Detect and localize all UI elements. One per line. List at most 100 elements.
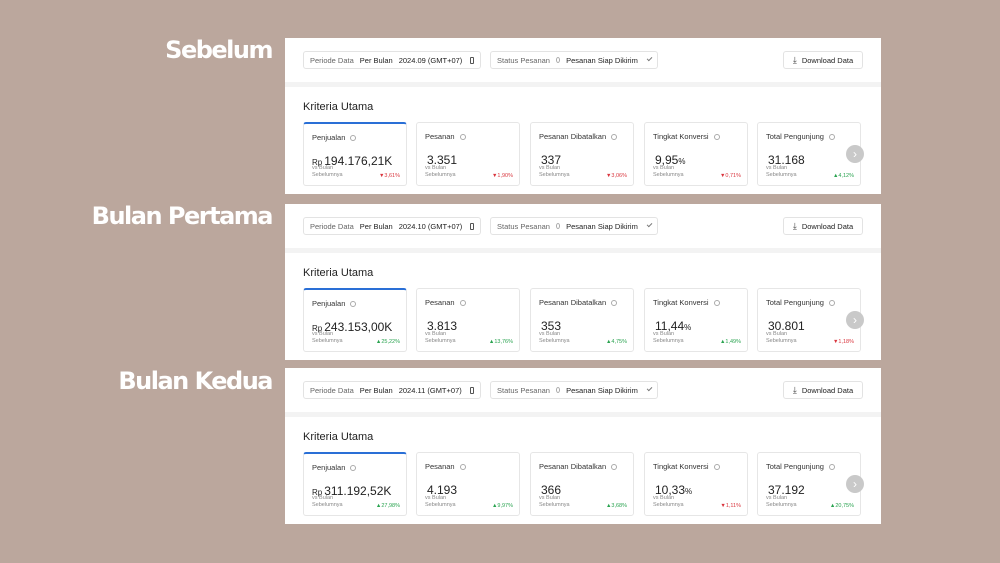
chevron-right-icon: › [853, 147, 857, 161]
next-arrow-button[interactable]: › [846, 311, 864, 329]
arrow-down-icon: ▼ [720, 503, 726, 509]
metric-value: 4.193 [427, 483, 458, 497]
chevron-right-icon: › [853, 477, 857, 491]
metric-value: 11,44 [655, 319, 685, 333]
arrow-down-icon: ▼ [832, 339, 839, 345]
period-filter[interactable]: Periode Data Per Bulan 2024.09 (GMT+07) [303, 51, 481, 69]
comparison-label: vs Bulan Sebelumnya [539, 165, 570, 178]
metric-card[interactable]: Penjualan Rp 311.192,52K vs Bulan Sebelum… [303, 452, 407, 516]
metric-card[interactable]: Pesanan 3.351 vs Bulan Sebelumnya ▼1,90% [416, 122, 520, 186]
filter-bar: Periode Data Per Bulan 2024.11 (GMT+07) … [285, 368, 881, 410]
metric-card[interactable]: Total Pengunjung 30.801 vs Bulan Sebelum… [757, 288, 861, 352]
help-icon [828, 463, 835, 470]
period-value: 2024.11 (GMT+07) [398, 385, 462, 395]
metric-value: 366 [541, 483, 562, 497]
metric-name: Penjualan [312, 133, 346, 142]
status-filter[interactable]: Status Pesanan Pesanan Siap Dikirim [490, 51, 658, 69]
period-filter[interactable]: Periode Data Per Bulan 2024.10 (GMT+07) [303, 217, 481, 235]
help-icon [611, 463, 618, 470]
metric-value: 30.801 [768, 319, 805, 333]
next-arrow-button[interactable]: › [846, 475, 864, 493]
next-arrow-button[interactable]: › [846, 145, 864, 163]
metric-name: Pesanan Dibatalkan [539, 462, 607, 471]
change-badge: ▼0,71% [720, 173, 741, 179]
metric-value: 10,33 [655, 483, 686, 497]
period-type: Per Bulan [359, 55, 393, 65]
metric-card[interactable]: Tingkat Konversi 9,95% vs Bulan Sebelumn… [644, 122, 748, 186]
help-icon [350, 134, 357, 141]
currency-prefix: Rp [312, 324, 323, 333]
section-title: Kriteria Utama [303, 101, 374, 113]
status-label: Status Pesanan [497, 221, 550, 231]
change-badge: ▲13,76% [489, 339, 513, 345]
metric-card[interactable]: Total Pengunjung 37.192 vs Bulan Sebelum… [757, 452, 861, 516]
download-button[interactable]: ⤓ Download Data [783, 217, 863, 235]
download-label: Download Data [801, 221, 854, 231]
section-title: Kriteria Utama [303, 267, 374, 279]
metric-value-row: Rp 311.192,52K [312, 484, 391, 498]
download-button[interactable]: ⤓ Download Data [783, 381, 863, 399]
metric-value-row: 337 [539, 153, 561, 167]
metric-name-row: Pesanan Dibatalkan [539, 298, 618, 307]
comparison-label: vs Bulan Sebelumnya [539, 331, 570, 344]
metric-footer: vs Bulan Sebelumnya ▲25,22% [312, 331, 400, 345]
metric-card[interactable]: Pesanan Dibatalkan 353 vs Bulan Sebelumn… [530, 288, 634, 352]
section-divider [285, 412, 881, 417]
period-filter[interactable]: Periode Data Per Bulan 2024.11 (GMT+07) [303, 381, 481, 399]
help-icon [713, 463, 720, 470]
metric-card[interactable]: Total Pengunjung 31.168 vs Bulan Sebelum… [757, 122, 861, 186]
comparison-label: vs Bulan Sebelumnya [312, 331, 343, 344]
change-value: 27,98% [381, 503, 400, 509]
metric-card[interactable]: Pesanan 4.193 vs Bulan Sebelumnya ▲9,97% [416, 452, 520, 516]
metric-name-row: Pesanan Dibatalkan [539, 132, 618, 141]
metric-value: 37.192 [768, 483, 805, 497]
metric-name-row: Pesanan [425, 132, 466, 141]
change-badge: ▲25,22% [376, 339, 400, 345]
change-badge: ▼1,11% [720, 503, 741, 509]
metric-card[interactable]: Pesanan Dibatalkan 337 vs Bulan Sebelumn… [530, 122, 634, 186]
metric-card[interactable]: Penjualan Rp 243.153,00K vs Bulan Sebelum… [303, 288, 407, 352]
change-badge: ▲20,75% [830, 503, 854, 509]
metric-value-row: 31.168 [766, 153, 805, 167]
metric-value-row: 3.813 [425, 319, 457, 333]
metric-name-row: Pesanan [425, 298, 466, 307]
arrow-down-icon: ▼ [491, 173, 498, 179]
metric-value: 3.351 [427, 153, 458, 167]
metric-name: Total Pengunjung [766, 298, 824, 307]
help-icon [555, 223, 561, 229]
metric-name-row: Penjualan [312, 299, 357, 308]
section-title: Kriteria Utama [303, 431, 374, 443]
dashboard-panel: Periode Data Per Bulan 2024.10 (GMT+07) … [285, 204, 881, 360]
metric-value-row: Rp 243.153,00K [312, 320, 392, 334]
metric-value: 194.176,21K [324, 154, 393, 168]
help-icon [555, 57, 561, 63]
status-label: Status Pesanan [497, 385, 550, 395]
change-value: 4,12% [838, 173, 854, 179]
metric-name: Tingkat Konversi [653, 462, 709, 471]
comparison-label: vs Bulan Sebelumnya [653, 165, 684, 178]
period-label: Periode Data [310, 385, 354, 395]
change-badge: ▲4,75% [606, 339, 627, 345]
arrow-up-icon: ▲ [829, 503, 836, 509]
status-value: Pesanan Siap Dikirim [566, 385, 638, 395]
period-value: 2024.10 (GMT+07) [398, 221, 463, 231]
metric-card[interactable]: Tingkat Konversi 11,44% vs Bulan Sebelum… [644, 288, 748, 352]
metric-suffix: % [678, 157, 686, 166]
metric-name: Pesanan [425, 462, 455, 471]
chevron-down-icon [646, 221, 653, 228]
download-button[interactable]: ⤓ Download Data [783, 51, 863, 69]
metric-card[interactable]: Pesanan Dibatalkan 366 vs Bulan Sebelumn… [530, 452, 634, 516]
status-filter[interactable]: Status Pesanan Pesanan Siap Dikirim [490, 217, 658, 235]
period-type: Per Bulan [359, 385, 393, 395]
change-value: 20,75% [835, 503, 854, 509]
metric-name: Pesanan Dibatalkan [539, 132, 607, 141]
metric-card[interactable]: Penjualan Rp 194.176,21K vs Bulan Sebelum… [303, 122, 407, 186]
metric-card[interactable]: Pesanan 3.813 vs Bulan Sebelumnya ▲13,76… [416, 288, 520, 352]
metric-name-row: Pesanan Dibatalkan [539, 462, 618, 471]
metric-card[interactable]: Tingkat Konversi 10,33% vs Bulan Sebelum… [644, 452, 748, 516]
status-filter[interactable]: Status Pesanan Pesanan Siap Dikirim [490, 381, 658, 399]
metric-name: Total Pengunjung [766, 462, 824, 471]
arrow-up-icon: ▲ [605, 503, 612, 509]
download-label: Download Data [801, 55, 854, 65]
metric-name: Total Pengunjung [766, 132, 824, 141]
